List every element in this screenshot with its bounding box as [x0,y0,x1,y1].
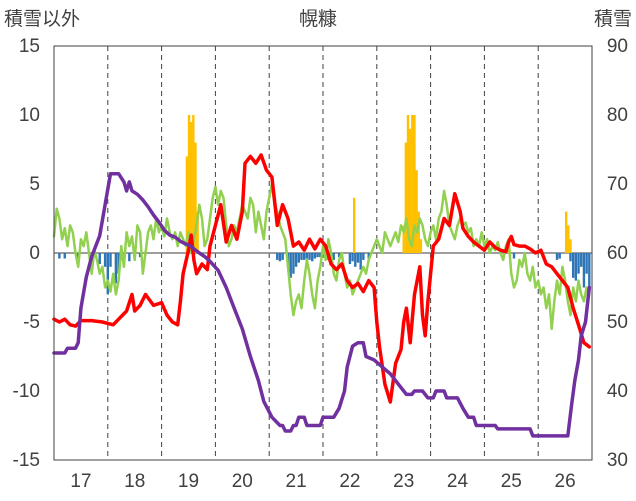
yellow-bar-1 [187,115,191,253]
blue-bar-35 [351,253,354,262]
yellow-bar-5 [196,211,199,253]
x-tick-label: 24 [447,471,469,492]
blue-bar-23 [305,253,309,259]
blue-bar-8 [117,253,120,274]
blue-bar-45 [571,253,575,278]
right-tick-label: 80 [607,105,628,126]
blue-bar-1 [63,253,66,259]
yellow-bar-19 [569,239,572,253]
yellow-bar-6 [353,197,356,253]
right-tick-label: 90 [607,36,628,57]
yellow-bar-4 [194,142,197,253]
blue-bar-44 [569,253,572,262]
x-tick-label: 22 [339,471,360,492]
left-tick-label: -15 [13,450,40,471]
left-tick-label: -5 [23,312,40,333]
x-tick-label: 25 [501,471,522,492]
blue-bar-34 [348,253,352,265]
yellow-bar-18 [567,225,570,253]
blue-bar-33 [337,253,341,258]
line-layer [52,153,592,438]
blue-bar-22 [302,253,306,260]
blue-bar-46 [574,253,578,281]
blue-bar-42 [555,253,559,260]
yellow-bar-15 [419,239,423,253]
blue-bar-12 [138,253,142,258]
purple-series-line [52,171,592,438]
blue-bar-32 [332,253,335,260]
yellow-bar-2 [189,121,193,254]
blue-bar-24 [308,253,311,260]
yellow-bar-13 [415,170,418,253]
blue-bar-7 [114,253,118,284]
left-tick-label: 15 [19,36,40,57]
blue-bar-50 [585,253,588,274]
blue-bar-25 [311,253,314,262]
yellow-bar-12 [413,115,416,253]
chart-title: 幌糠 [299,7,337,30]
blue-bar-4 [103,253,107,267]
blue-bar-0 [58,253,61,259]
blue-bar-14 [278,253,282,262]
yellow-bar-14 [417,211,420,253]
left-tick-label: 5 [29,174,40,195]
right-axis-label: 積雪 [594,8,632,30]
blue-bar-11 [128,253,131,262]
blue-bar-43 [558,253,561,259]
x-tick-label: 26 [555,471,576,492]
blue-bar-17 [289,253,292,278]
plot-frame [53,45,593,461]
blue-bar-27 [316,253,319,258]
yellow-bar-3 [192,115,195,253]
blue-bar-26 [313,253,317,259]
blue-bar-20 [297,253,300,263]
blue-bar-47 [577,253,580,274]
blue-bar-6 [109,253,112,267]
red-series-line [52,153,592,404]
blue-bar-37 [356,253,360,263]
blue-bar-39 [362,253,365,260]
x-tick-label: 18 [124,471,145,492]
left-tick-label: -10 [13,381,40,402]
blue-bar-5 [106,253,109,295]
blue-bar-13 [276,253,279,260]
blue-bar-19 [294,253,298,267]
x-tick-label: 19 [178,471,199,492]
yellow-bar-17 [564,211,568,253]
right-tick-label: 70 [607,174,628,195]
blue-bar-28 [319,253,322,258]
left-axis-label: 積雪以外 [4,8,80,30]
blue-bar-18 [292,253,295,274]
x-tick-label: 23 [393,471,414,492]
blue-bar-36 [354,253,357,267]
right-tick-label: 40 [607,381,628,402]
yellow-bar-8 [404,142,408,253]
blue-bar-15 [281,253,284,260]
blue-bar-48 [580,253,583,267]
left-tick-label: 10 [19,105,40,126]
right-tick-label: 50 [607,312,628,333]
blue-bar-3 [98,253,101,265]
blue-bar-21 [300,253,303,260]
left-tick-label: 0 [29,243,40,264]
x-tick-label: 17 [70,471,91,492]
blue-bar-51 [588,253,591,295]
blue-bar-41 [512,253,516,259]
yellow-bar-7 [402,225,405,253]
right-tick-label: 30 [607,450,628,471]
yellow-bar-11 [411,115,414,253]
x-tick-label: 21 [286,471,307,492]
right-tick-label: 60 [607,243,628,264]
x-tick-label: 20 [232,471,253,492]
blue-bar-38 [359,253,362,270]
yellow-bar-10 [408,128,412,253]
yellow-bar-9 [406,115,410,253]
blue-bar-49 [582,253,586,288]
yellow-bar-0 [185,156,189,253]
blue-bar-40 [367,253,370,259]
